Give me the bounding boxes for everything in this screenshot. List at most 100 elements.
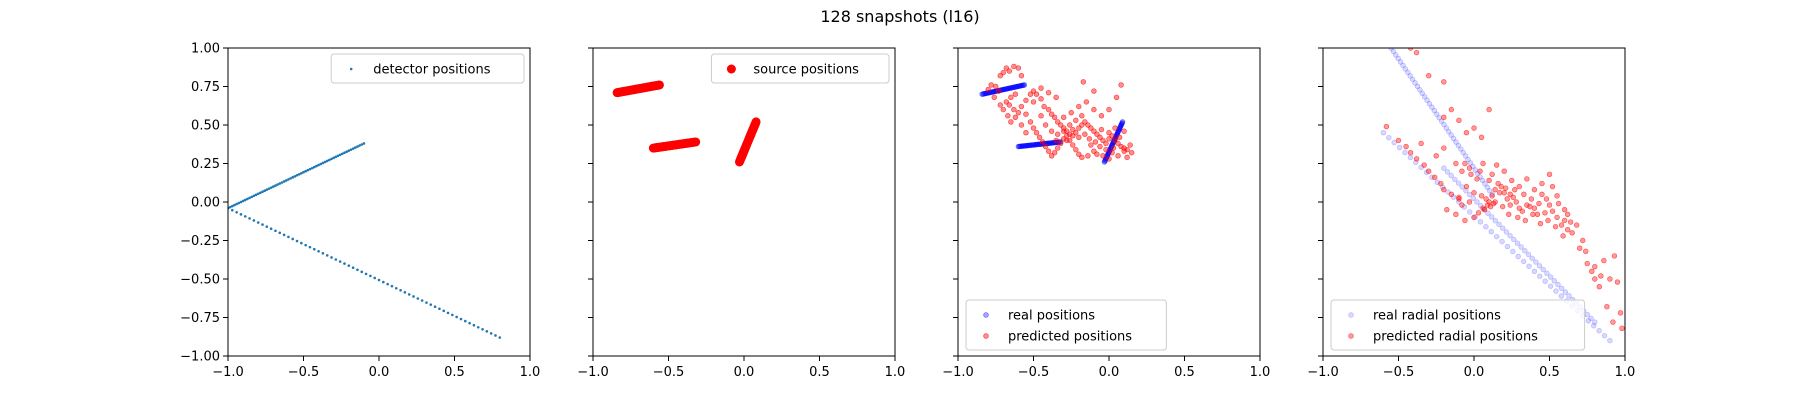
data-point (1094, 151, 1100, 157)
panel-4: −1.0 −0.5 0.0 0.5 1.0 real radial positions pr… (1307, 47, 1635, 380)
data-point (1560, 233, 1566, 239)
data-point (1558, 293, 1565, 299)
data-point (1515, 214, 1521, 221)
x-tick-label: 0.5 (444, 365, 465, 380)
data-point (1474, 176, 1480, 182)
data-point (243, 215, 247, 218)
y-tick-label: 1.00 (191, 42, 220, 57)
data-point (1489, 191, 1495, 198)
data-point (272, 185, 275, 188)
data-point (261, 223, 264, 226)
data-point (476, 325, 480, 329)
data-point (991, 94, 997, 100)
data-point (274, 229, 277, 233)
data-point (291, 237, 295, 241)
data-point (306, 168, 310, 172)
data-point (1400, 62, 1406, 69)
data-point (1459, 184, 1465, 190)
data-point (1432, 174, 1438, 181)
data-point (1386, 134, 1392, 141)
data-point (1438, 180, 1444, 187)
data-point (442, 309, 446, 313)
data-point (1489, 193, 1495, 199)
legend-label: predicted positions (1008, 330, 1132, 345)
data-point (1503, 229, 1510, 235)
data-point (265, 188, 269, 191)
data-point (416, 297, 420, 300)
legend-marker (726, 64, 736, 74)
data-point (451, 313, 454, 317)
data-point (1496, 190, 1503, 196)
data-point (1045, 106, 1052, 113)
data-point (1119, 119, 1126, 125)
data-point (319, 162, 323, 166)
data-point (1610, 319, 1616, 325)
x-tick-label: −0.5 (1018, 365, 1050, 380)
data-point (1498, 183, 1504, 190)
data-point (1518, 244, 1524, 250)
data-point (360, 143, 364, 146)
data-point (1085, 153, 1091, 159)
data-point (1076, 103, 1082, 110)
data-point (274, 184, 277, 187)
data-point (1395, 55, 1401, 62)
data-point (1448, 106, 1455, 113)
data-point (259, 191, 262, 195)
legend-label: detector positions (373, 63, 491, 78)
data-point (1425, 168, 1432, 174)
data-point (343, 151, 346, 155)
data-point (1552, 223, 1559, 230)
data-point (1481, 207, 1488, 213)
data-point (1547, 283, 1554, 289)
data-point (353, 146, 357, 149)
plot-area (612, 80, 761, 167)
data-point (394, 286, 398, 290)
data-point (1499, 203, 1506, 210)
legend-box (330, 53, 525, 84)
data-point (1483, 224, 1489, 230)
data-point (1592, 276, 1598, 282)
data-point (1018, 73, 1025, 79)
data-point (996, 88, 1002, 94)
data-point (1060, 114, 1067, 121)
plot-area (228, 142, 502, 339)
data-point (1471, 190, 1477, 196)
data-point (489, 332, 493, 335)
data-point (403, 291, 407, 294)
data-point (233, 203, 236, 207)
data-point (1097, 143, 1103, 150)
data-point (1554, 193, 1560, 199)
data-point (1441, 79, 1447, 85)
data-point (341, 152, 344, 156)
data-point (1487, 188, 1493, 194)
data-point (1106, 130, 1112, 136)
data-point (1509, 177, 1515, 184)
data-point (1115, 153, 1121, 159)
data-point (1128, 150, 1135, 156)
data-point (1514, 240, 1521, 246)
data-point (1064, 133, 1070, 139)
y-tick-label: −0.25 (180, 234, 220, 249)
panel-1: −1.0 −0.5 0.0 0.5 1.0 1.00 0.75 0.50 0.25 0.00 −0.… (180, 42, 540, 381)
data-point (1598, 273, 1604, 279)
data-point (1492, 199, 1498, 205)
data-point (293, 175, 297, 178)
data-point (1504, 196, 1510, 202)
data-point (291, 176, 295, 179)
data-point (1462, 217, 1468, 224)
data-point (1561, 217, 1568, 224)
data-point (1067, 122, 1073, 128)
data-point (1526, 263, 1532, 270)
data-point (1589, 268, 1595, 274)
data-point (1109, 150, 1115, 156)
data-point (334, 258, 338, 261)
data-point (1484, 184, 1491, 191)
data-point (1390, 48, 1397, 55)
data-point (1023, 130, 1029, 136)
data-point (1488, 229, 1494, 235)
plot-area (1380, 48, 1625, 344)
data-point (351, 266, 355, 270)
data-point (1554, 214, 1560, 221)
data-point (1471, 125, 1477, 131)
data-point (269, 186, 273, 189)
